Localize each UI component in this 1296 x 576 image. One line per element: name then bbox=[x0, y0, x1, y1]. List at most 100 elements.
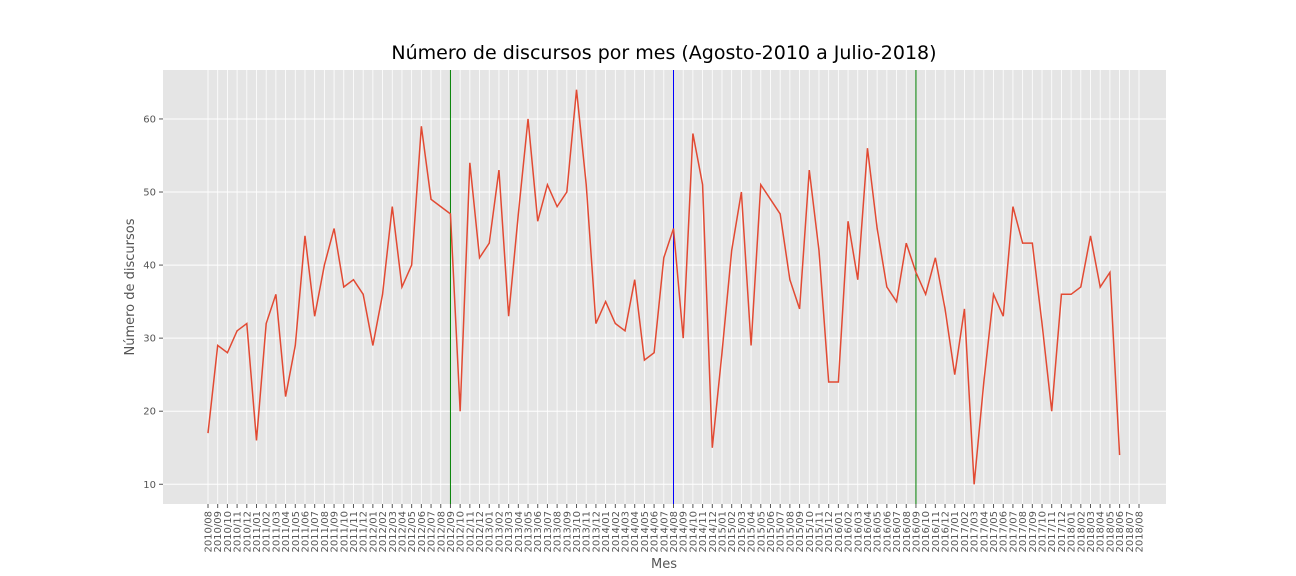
x-tick-label: 2016/04 bbox=[863, 511, 874, 553]
x-tick-label: 2011/08 bbox=[320, 511, 331, 553]
x-tick-label: 2015/12 bbox=[824, 511, 835, 553]
x-tick-label: 2017/12 bbox=[1057, 511, 1068, 553]
y-axis-label: Número de discursos bbox=[123, 218, 138, 355]
x-tick-label: 2011/07 bbox=[310, 511, 321, 553]
x-tick-label: 2013/11 bbox=[582, 511, 593, 553]
x-tick-label: 2017/01 bbox=[950, 511, 961, 553]
x-tick-label: 2010/08 bbox=[204, 511, 215, 553]
x-tick-label: 2018/05 bbox=[1105, 511, 1116, 553]
x-tick-label: 2014/06 bbox=[650, 511, 661, 553]
x-tick-label: 2013/05 bbox=[524, 511, 535, 553]
x-tick-label: 2016/02 bbox=[844, 511, 855, 553]
chart-title: Número de discursos por mes (Agosto-2010… bbox=[391, 42, 936, 64]
x-tick-label: 2015/02 bbox=[727, 511, 738, 553]
plot-background bbox=[163, 70, 1166, 504]
x-tick-label: 2010/09 bbox=[213, 511, 224, 553]
x-tick-label: 2014/08 bbox=[669, 511, 680, 553]
y-tick-label: 60 bbox=[143, 114, 156, 125]
x-tick-label: 2017/04 bbox=[979, 511, 990, 553]
x-tick-label: 2013/02 bbox=[494, 511, 505, 553]
x-tick-label: 2016/03 bbox=[853, 511, 864, 553]
x-tick-label: 2018/01 bbox=[1067, 511, 1078, 553]
x-tick-label: 2011/02 bbox=[262, 511, 273, 553]
x-tick-label: 2016/01 bbox=[834, 511, 845, 553]
y-tick-label: 50 bbox=[143, 188, 156, 199]
x-tick-label: 2017/08 bbox=[1018, 511, 1029, 553]
x-tick-label: 2015/06 bbox=[766, 511, 777, 553]
x-tick-label: 2016/08 bbox=[902, 511, 913, 553]
x-tick-label: 2017/10 bbox=[1038, 511, 1049, 553]
data-line bbox=[207, 89, 1121, 485]
x-tick-label: 2014/11 bbox=[698, 511, 709, 553]
x-axis-label: Mes bbox=[651, 557, 677, 572]
x-tick-label: 2016/07 bbox=[892, 511, 903, 553]
x-tick-label: 2012/08 bbox=[436, 511, 447, 553]
x-tick-label: 2010/10 bbox=[223, 511, 234, 553]
x-tick-label: 2011/11 bbox=[349, 511, 360, 553]
x-tick-label: 2012/02 bbox=[378, 511, 389, 553]
x-tick-label: 2016/09 bbox=[911, 511, 922, 553]
x-tick-label: 2017/07 bbox=[1008, 511, 1019, 553]
x-tick-label: 2012/09 bbox=[446, 511, 457, 553]
x-tick-label: 2015/07 bbox=[776, 511, 787, 553]
x-tick-label: 2011/10 bbox=[339, 511, 350, 553]
x-tick-label: 2013/07 bbox=[543, 511, 554, 553]
y-tick-label: 10 bbox=[143, 480, 156, 491]
x-tick-label: 2012/10 bbox=[456, 511, 467, 553]
x-tick-label: 2014/12 bbox=[708, 511, 719, 553]
x-tick-label: 2016/12 bbox=[941, 511, 952, 553]
x-tick-label: 2016/10 bbox=[921, 511, 932, 553]
x-tick-label: 2014/10 bbox=[688, 511, 699, 553]
x-tick-label: 2017/02 bbox=[960, 511, 971, 553]
x-tick-label: 2018/07 bbox=[1125, 511, 1136, 553]
x-tick-label: 2012/07 bbox=[427, 511, 438, 553]
x-tick-label: 2012/03 bbox=[388, 511, 399, 553]
x-tick-label: 2013/12 bbox=[591, 511, 602, 553]
x-tick-label: 2017/11 bbox=[1047, 511, 1058, 553]
x-tick-label: 2011/12 bbox=[359, 511, 370, 553]
x-tick-label: 2015/10 bbox=[805, 511, 816, 553]
x-tick-label: 2013/10 bbox=[572, 511, 583, 553]
x-tick-label: 2015/03 bbox=[737, 511, 748, 553]
x-tick-label: 2012/12 bbox=[475, 511, 486, 553]
x-tick-label: 2017/05 bbox=[989, 511, 1000, 553]
x-tick-label: 2013/09 bbox=[562, 511, 573, 553]
x-tick-label: 2011/06 bbox=[300, 511, 311, 553]
x-tick-label: 2011/05 bbox=[291, 511, 302, 553]
x-tick-label: 2015/09 bbox=[795, 511, 806, 553]
x-tick-label: 2010/11 bbox=[233, 511, 244, 553]
x-tick-label: 2016/06 bbox=[882, 511, 893, 553]
x-tick-label: 2013/08 bbox=[553, 511, 564, 553]
x-tick-label: 2013/06 bbox=[533, 511, 544, 553]
x-tick-label: 2016/05 bbox=[873, 511, 884, 553]
y-tick-label: 40 bbox=[143, 261, 156, 272]
x-tick-label: 2016/11 bbox=[931, 511, 942, 553]
x-tick-label: 2014/04 bbox=[630, 511, 641, 553]
y-tick-label: 30 bbox=[143, 334, 156, 345]
x-tick-label: 2018/06 bbox=[1115, 511, 1126, 553]
x-tick-label: 2014/03 bbox=[621, 511, 632, 553]
x-tick-label: 2015/01 bbox=[717, 511, 728, 553]
x-tick-label: 2017/09 bbox=[1028, 511, 1039, 553]
x-tick-label: 2014/07 bbox=[659, 511, 670, 553]
x-tick-label: 2011/04 bbox=[281, 511, 292, 553]
x-tick-label: 2012/04 bbox=[397, 511, 408, 553]
x-tick-label: 2012/11 bbox=[465, 511, 476, 553]
x-tick-label: 2011/01 bbox=[252, 511, 263, 553]
x-tick-label: 2013/03 bbox=[504, 511, 515, 553]
x-tick-label: 2010/12 bbox=[242, 511, 253, 553]
x-tick-label: 2014/09 bbox=[679, 511, 690, 553]
x-tick-label: 2015/08 bbox=[785, 511, 796, 553]
x-tick-label: 2013/01 bbox=[485, 511, 496, 553]
y-tick-label: 20 bbox=[143, 407, 156, 418]
x-tick-label: 2017/06 bbox=[999, 511, 1010, 553]
x-tick-label: 2012/06 bbox=[417, 511, 428, 553]
x-tick-label: 2014/05 bbox=[640, 511, 651, 553]
x-tick-label: 2012/01 bbox=[368, 511, 379, 553]
x-tick-label: 2017/03 bbox=[970, 511, 981, 553]
x-tick-label: 2011/03 bbox=[271, 511, 282, 553]
x-tick-label: 2013/04 bbox=[514, 511, 525, 553]
x-tick-label: 2014/02 bbox=[611, 511, 622, 553]
x-tick-label: 2018/03 bbox=[1086, 511, 1097, 553]
